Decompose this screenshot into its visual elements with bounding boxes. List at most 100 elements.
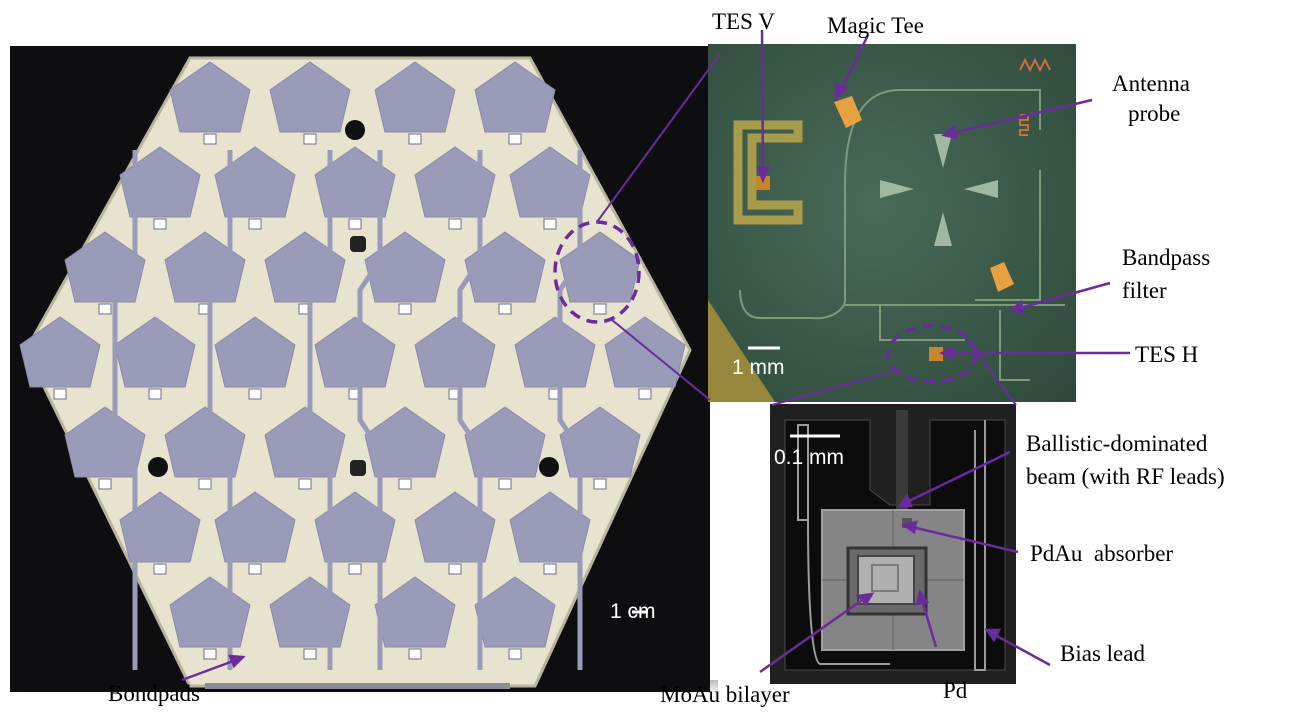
wafer-tes-pad — [248, 218, 262, 230]
wafer-hole — [148, 457, 168, 477]
wafer-pixel — [314, 316, 396, 388]
wafer-tes-pad — [98, 303, 112, 315]
wafer-tes-pad — [498, 478, 512, 490]
label-bondpads: Bondpads — [108, 681, 200, 706]
magic-tee-pad — [834, 96, 862, 128]
wafer-tes-pad — [98, 478, 112, 490]
wafer-pixel — [314, 146, 396, 218]
wafer-pixel — [64, 406, 146, 478]
wafer-hole — [350, 460, 366, 476]
wafer-pixel — [214, 316, 296, 388]
wafer-tes-pad — [593, 303, 607, 315]
label-bandpass-2: filter — [1122, 278, 1167, 303]
label-magic-tee: Magic Tee — [827, 13, 924, 38]
wafer-pixel — [464, 406, 546, 478]
wafer-tes-pad — [153, 218, 167, 230]
wafer-tes-pad — [153, 563, 167, 575]
wafer-tes-pad — [348, 563, 362, 575]
wafer-tes-pad — [448, 218, 462, 230]
wafer-tes-pad — [148, 388, 162, 400]
wafer-pixel — [604, 316, 686, 388]
wafer-pixel — [474, 61, 556, 133]
label-pd: Pd — [943, 678, 968, 703]
wafer-pixel — [314, 491, 396, 563]
wafer-traces — [112, 150, 583, 670]
wafer-trace — [207, 150, 233, 670]
wafer-pixel — [414, 316, 496, 388]
wafer-pixel — [264, 406, 346, 478]
wafer-scale-label: 1 cm — [610, 600, 656, 623]
wafer-pixel — [19, 316, 101, 388]
wafer-tes-pad — [303, 648, 317, 660]
wafer-pixel — [364, 231, 446, 303]
wafer-tes-pad — [248, 388, 262, 400]
label-pdau-absorber: PdAu absorber — [1030, 541, 1174, 566]
wafer-tes-pad — [203, 648, 217, 660]
wafer-pixel — [214, 146, 296, 218]
label-moau-bilayer: MoAu bilayer — [660, 682, 790, 707]
pixel-scale-label: 1 mm — [732, 356, 785, 379]
tes-h-chip — [929, 347, 943, 361]
wafer-tes-pad — [408, 648, 422, 660]
wafer-tes-pad — [508, 648, 522, 660]
antenna-fin — [964, 180, 998, 198]
wafer-pixel — [119, 146, 201, 218]
antenna-fin — [934, 212, 952, 246]
wafer-hole — [350, 236, 366, 252]
wafer-tes-pad — [448, 563, 462, 575]
label-antenna-probe-1: Antenna — [1112, 71, 1190, 96]
annotation-arrows — [181, 29, 1130, 682]
zoom-connector-lines — [596, 53, 1017, 406]
wafer-tes-pad — [593, 478, 607, 490]
magic-tee-pad-2 — [990, 262, 1014, 292]
wafer-pixel — [464, 231, 546, 303]
wafer-hole — [345, 120, 365, 140]
wafer-detector-array — [19, 61, 686, 660]
wafer-tes-pad — [398, 478, 412, 490]
wafer-pixel — [509, 491, 591, 563]
wafer-tes-pad — [53, 388, 67, 400]
pixel-panel — [708, 44, 1076, 402]
yellow-strip — [708, 300, 775, 402]
meander-filter — [1019, 57, 1051, 136]
wafer-tes-pad — [638, 388, 652, 400]
wafer-tes-pad — [198, 478, 212, 490]
label-tes-h: TES H — [1135, 342, 1199, 367]
label-bias-lead: Bias lead — [1060, 641, 1145, 666]
tes-scale-label: 0.1 mm — [774, 446, 845, 469]
wafer-pixel — [264, 231, 346, 303]
bondpad-strip — [205, 683, 510, 689]
wafer-tes-pad — [303, 133, 317, 145]
wafer-pixel — [114, 316, 196, 388]
wafer-pixel — [414, 146, 496, 218]
wafer-tes-pad — [408, 133, 422, 145]
wafer-pixel — [374, 61, 456, 133]
wafer-pixel — [164, 231, 246, 303]
wafer-pixel — [364, 406, 446, 478]
wafer-pixel — [514, 316, 596, 388]
wafer-tes-pad — [203, 133, 217, 145]
wafer-pixel — [64, 231, 146, 303]
wafer-pixel — [214, 491, 296, 563]
wafer-trace — [357, 150, 383, 670]
wafer-pixel — [509, 146, 591, 218]
wafer-pixel — [169, 61, 251, 133]
wafer-trace — [112, 150, 138, 670]
wafer-tes-pad — [298, 478, 312, 490]
wafer-pixel — [119, 491, 201, 563]
wafer-pixel — [414, 491, 496, 563]
label-antenna-probe-2: probe — [1128, 101, 1181, 126]
wafer-tes-pad — [348, 218, 362, 230]
label-bandpass-1: Bandpass — [1122, 245, 1211, 270]
wafer-pixel — [269, 61, 351, 133]
wafer-tes-pad — [398, 303, 412, 315]
wafer-hole — [539, 457, 559, 477]
label-tes-v: TES V — [712, 9, 775, 34]
label-ballistic-1: Ballistic-dominated — [1026, 431, 1208, 456]
wafer-panel — [10, 46, 718, 694]
wafer-tes-pad — [543, 218, 557, 230]
wafer-tes-pad — [543, 563, 557, 575]
wafer-trace — [307, 150, 333, 670]
